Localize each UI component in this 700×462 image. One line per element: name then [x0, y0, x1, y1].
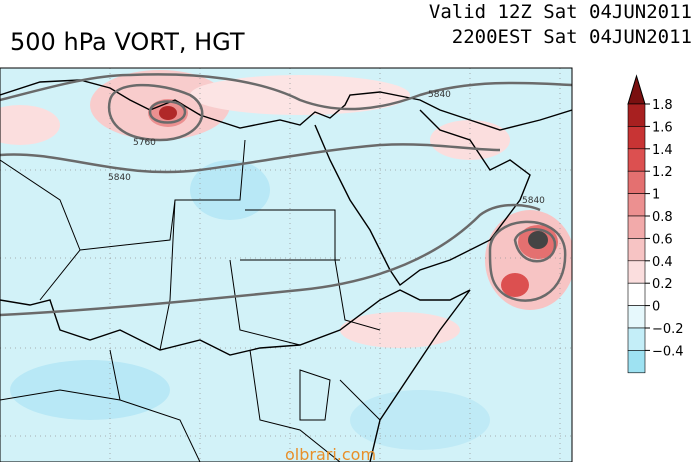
colorbar-band — [627, 260, 646, 284]
coastlines — [0, 79, 572, 462]
contour-label: 5760 — [133, 138, 156, 148]
colorbar-label: 0 — [652, 300, 660, 315]
colorbar-label: 1.4 — [652, 143, 673, 158]
colorbar-label: −0.2 — [652, 322, 684, 337]
colorbar-band — [627, 103, 646, 127]
colorbar-band — [627, 193, 646, 217]
contour-label: 5840 — [428, 90, 451, 100]
colorbar-label: 0.4 — [652, 255, 673, 270]
colorbar-label: 0.8 — [652, 210, 673, 225]
colorbar-label: 0.6 — [652, 232, 673, 247]
colorbar-band — [627, 305, 646, 329]
colorbar-label: 1.6 — [652, 120, 673, 135]
colorbar-label: 0.2 — [652, 277, 673, 292]
colorbar-band — [627, 148, 646, 172]
grid — [0, 68, 572, 462]
watermark: olbrari.com — [285, 445, 376, 462]
colorbar-label: −0.4 — [652, 344, 684, 359]
colorbar-band — [627, 350, 646, 374]
colorbar-band — [627, 238, 646, 262]
colorbar-band — [627, 215, 646, 239]
colorbar-label: 1 — [652, 188, 660, 203]
colorbar-label: 1.8 — [652, 98, 673, 113]
colorbar-band — [627, 170, 646, 194]
colorbar-band — [627, 126, 646, 150]
borders — [0, 139, 381, 462]
contour-label: 5840 — [522, 196, 545, 206]
colorbar-arrow — [627, 74, 646, 105]
contour-label: 5840 — [108, 173, 131, 183]
colorbar-band — [627, 282, 646, 306]
colorbar-band — [627, 327, 646, 351]
colorbar-label: 1.2 — [652, 165, 673, 180]
title: 500 hPa VORT, HGT — [10, 28, 245, 56]
height-contours — [0, 73, 572, 317]
colorbar: 1.8 1.6 1.4 1.2 1 0.8 0.6 0.4 0.2 0 −0.2 −0.4 — [627, 74, 684, 374]
valid-time: Valid 12Z Sat 04JUN2011 — [429, 1, 692, 23]
map: 5840 5760 5840 5840 olbrari.com — [0, 67, 573, 462]
local-time: 2200EST Sat 04JUN2011 — [452, 26, 692, 48]
